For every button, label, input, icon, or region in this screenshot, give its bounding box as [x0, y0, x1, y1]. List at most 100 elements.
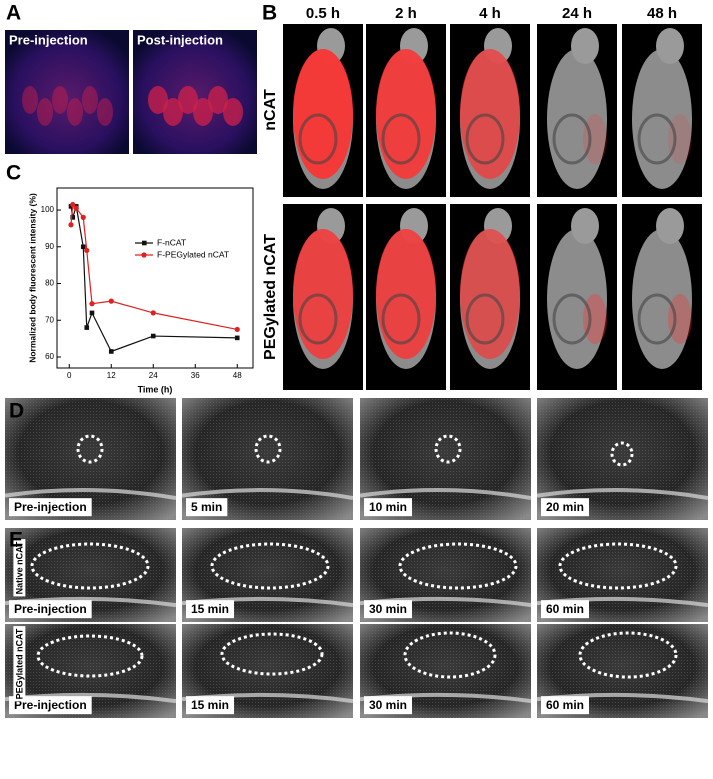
- dotted-outline: [210, 542, 330, 590]
- mouse-organ: [552, 293, 592, 345]
- fluorescence-spot: [163, 98, 183, 126]
- time-label: 4 h: [479, 5, 501, 22]
- data-point: [108, 349, 114, 354]
- dotted-outline: [434, 434, 462, 464]
- image-label: Pre-injection: [14, 602, 87, 616]
- tissue-band: [359, 488, 532, 501]
- mouse-organ: [298, 113, 338, 165]
- data-point: [80, 214, 86, 220]
- fluorescence-spot: [97, 98, 113, 126]
- dotted-outline: [36, 634, 144, 678]
- fluorescence-signal: [668, 114, 692, 164]
- fluorescence-signal: [460, 229, 520, 359]
- y-tick-label: 60: [45, 352, 54, 361]
- mouse-body: [547, 229, 607, 369]
- mouse-head: [571, 208, 599, 244]
- image-label: 5 min: [191, 500, 222, 514]
- mouse-organ: [298, 293, 338, 345]
- dotted-outline: [578, 631, 678, 679]
- time-label: 24 h: [562, 5, 592, 22]
- dotted-outline: [403, 631, 497, 679]
- mouse-organ: [637, 293, 677, 345]
- label-box: [364, 696, 413, 715]
- mouse-head: [656, 208, 684, 244]
- row-label: nCAT: [262, 89, 279, 131]
- fluorescence-signal: [376, 229, 436, 359]
- fluorescence-signal: [293, 229, 353, 359]
- tissue-band: [181, 488, 354, 501]
- y-tick-label: 70: [45, 315, 54, 324]
- legend-marker: [142, 240, 147, 246]
- mouse-organ: [465, 113, 505, 165]
- image-label: 30 min: [369, 698, 407, 712]
- time-label: 48 h: [647, 5, 677, 22]
- row-label: Native nCAT: [14, 541, 24, 594]
- image-label: Post-injection: [137, 32, 223, 47]
- fluorescence-spot: [208, 86, 228, 114]
- mouse-body: [632, 49, 692, 189]
- time-label: 2 h: [395, 5, 417, 22]
- fluorescence-spot: [67, 98, 83, 126]
- fluorescence-spot: [223, 98, 243, 126]
- label-box: [186, 600, 235, 619]
- data-point: [68, 222, 74, 228]
- dotted-outline: [30, 542, 150, 590]
- image-label: 15 min: [191, 602, 229, 616]
- fluorescence-spot: [37, 98, 53, 126]
- data-point: [80, 244, 86, 250]
- x-tick-label: 36: [191, 371, 200, 380]
- data-point: [108, 298, 114, 304]
- fluorescence-spot: [178, 86, 198, 114]
- mouse-organ: [381, 293, 421, 345]
- data-point: [150, 310, 156, 316]
- data-point: [234, 326, 240, 333]
- data-point: [150, 333, 156, 339]
- label-box: [541, 498, 590, 517]
- fluorescence-signal: [583, 294, 607, 344]
- fluorescence-spot: [52, 86, 68, 114]
- y-tick-label: 80: [45, 279, 54, 288]
- legend-label: F-nCAT: [157, 237, 186, 247]
- mouse-organ: [465, 293, 505, 345]
- tissue-band: [536, 488, 709, 501]
- y-axis-label: Normalized body fluorescent intensity (%…: [27, 193, 37, 363]
- fluorescence-signal: [293, 49, 353, 179]
- data-point: [73, 205, 79, 211]
- panel-label: B: [262, 2, 277, 25]
- fluorescence-image: [5, 30, 129, 154]
- plot-frame: [56, 187, 254, 369]
- image-label: 10 min: [369, 500, 407, 514]
- label-box: [364, 600, 413, 619]
- x-tick-label: 24: [149, 371, 158, 380]
- dotted-outline: [610, 441, 634, 467]
- y-tick-label: 90: [45, 242, 54, 251]
- mouse-organ: [637, 113, 677, 165]
- row-label-box: [13, 539, 26, 597]
- fluorescence-spot: [193, 98, 213, 126]
- row-label: PEGylated nCAT: [14, 628, 24, 699]
- label-box: [9, 600, 92, 619]
- fluorescence-signal: [668, 294, 692, 344]
- fluorescence-spot: [82, 86, 98, 114]
- time-label: 0.5 h: [306, 5, 340, 22]
- mouse-body: [632, 229, 692, 369]
- data-point: [70, 215, 76, 220]
- label-box: [541, 600, 590, 619]
- label-box: [9, 498, 92, 517]
- dotted-outline: [76, 434, 104, 464]
- image-label: 20 min: [546, 500, 584, 514]
- x-tick-label: 12: [107, 371, 116, 380]
- image-label: 15 min: [191, 698, 229, 712]
- mouse-head: [571, 28, 599, 64]
- data-point: [89, 301, 95, 307]
- row-label: PEGylated nCAT: [262, 234, 279, 360]
- label-box: [186, 498, 228, 517]
- dotted-outline: [398, 542, 518, 590]
- data-point: [234, 335, 240, 341]
- image-label: 30 min: [369, 602, 407, 616]
- mouse-organ: [552, 113, 592, 165]
- label-box: [541, 696, 590, 715]
- label-box: [186, 696, 235, 715]
- fluorescence-spot: [148, 86, 168, 114]
